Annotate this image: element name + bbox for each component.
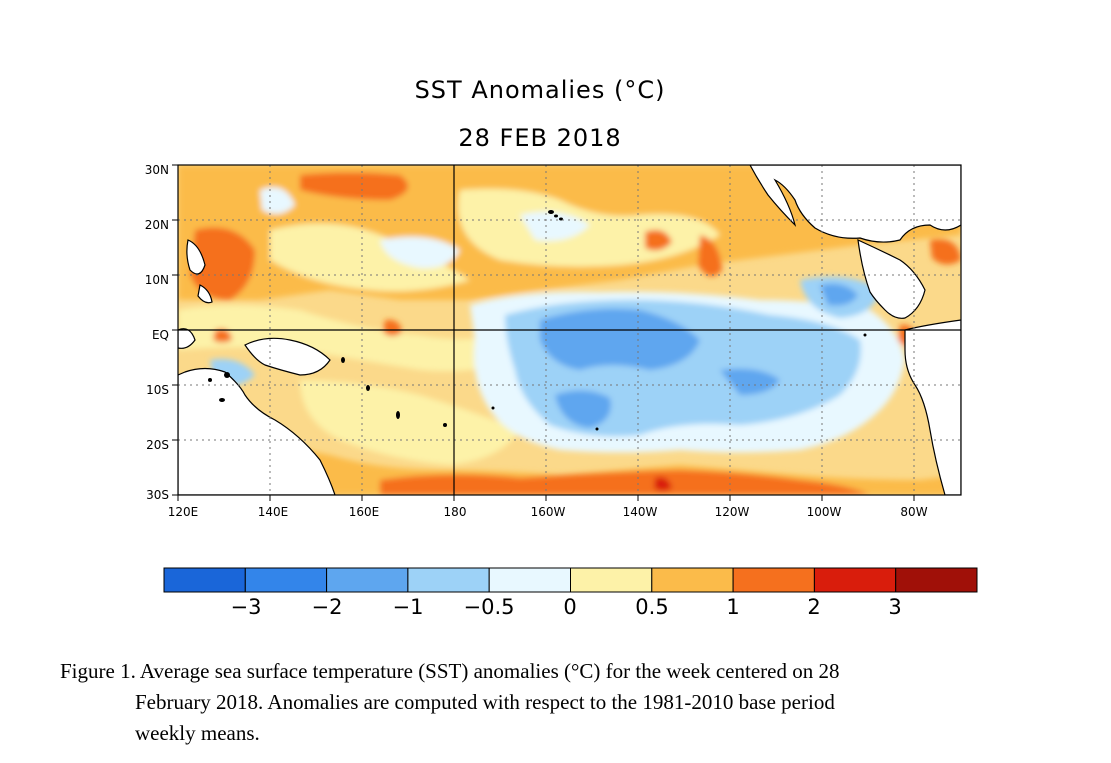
lat-label: EQ <box>152 328 169 342</box>
colorbar-swatch <box>570 567 653 593</box>
map-date: 28 FEB 2018 <box>458 124 622 152</box>
colorbar-label: 2 <box>807 595 820 619</box>
colorbar-swatch <box>244 567 328 593</box>
lat-label: 10S <box>146 383 169 397</box>
colorbar-label: 3 <box>888 595 901 619</box>
sst-anomaly-field <box>178 165 961 495</box>
lat-axis: 30N 20N 10N EQ 10S 20S 30S <box>145 163 178 502</box>
colorbar-swatch <box>163 567 246 593</box>
colorbar-labels: −3 −2 −1 −0.5 0 0.5 1 2 3 <box>231 595 902 619</box>
colorbar-swatch <box>813 567 897 593</box>
colorbar-swatch <box>488 567 572 593</box>
colorbar-label: 0.5 <box>635 595 668 619</box>
colorbar-swatch <box>895 567 978 593</box>
sst-anomaly-map: 30N 20N 10N EQ 10S 20S 30S 120E 140E 160… <box>145 163 978 619</box>
lon-label: 180 <box>444 505 467 519</box>
figure-caption: Figure 1. Average sea surface temperatur… <box>60 656 1060 749</box>
map-plot-area <box>178 165 961 495</box>
colorbar-label: −1 <box>393 595 424 619</box>
lon-label: 160E <box>349 505 380 519</box>
map-gridlines <box>178 165 961 495</box>
colorbar-swatch <box>326 567 409 593</box>
lon-axis: 120E 140E 160E 180 160W 140W 120W 100W 8… <box>168 495 928 519</box>
caption-line: February 2018. Anomalies are computed wi… <box>135 690 835 714</box>
colorbar-swatch <box>651 567 734 593</box>
lon-label: 120E <box>168 505 199 519</box>
colorbar-label: 1 <box>726 595 739 619</box>
lon-label: 120W <box>715 505 750 519</box>
lat-label: 20S <box>146 438 169 452</box>
lat-label: 10N <box>145 273 169 287</box>
lon-label: 80W <box>900 505 927 519</box>
lat-label: 20N <box>145 218 169 232</box>
colorbar-label: −3 <box>231 595 262 619</box>
colorbar-swatch <box>732 567 815 593</box>
lon-label: 160W <box>531 505 566 519</box>
lat-label: 30N <box>145 163 169 177</box>
lon-label: 140W <box>623 505 658 519</box>
colorbar-label: −0.5 <box>464 595 515 619</box>
caption-line: weekly means. <box>135 721 260 745</box>
colorbar-swatch <box>407 567 490 593</box>
colorbar-label: −2 <box>312 595 343 619</box>
caption-line: Figure 1. Average sea surface temperatur… <box>60 659 840 683</box>
lon-label: 100W <box>807 505 842 519</box>
map-title: SST Anomalies (°C) <box>414 76 666 104</box>
colorbar <box>163 567 978 593</box>
lat-label: 30S <box>146 488 169 502</box>
land-masses <box>178 165 961 495</box>
colorbar-label: 0 <box>563 595 576 619</box>
lon-label: 140E <box>258 505 289 519</box>
